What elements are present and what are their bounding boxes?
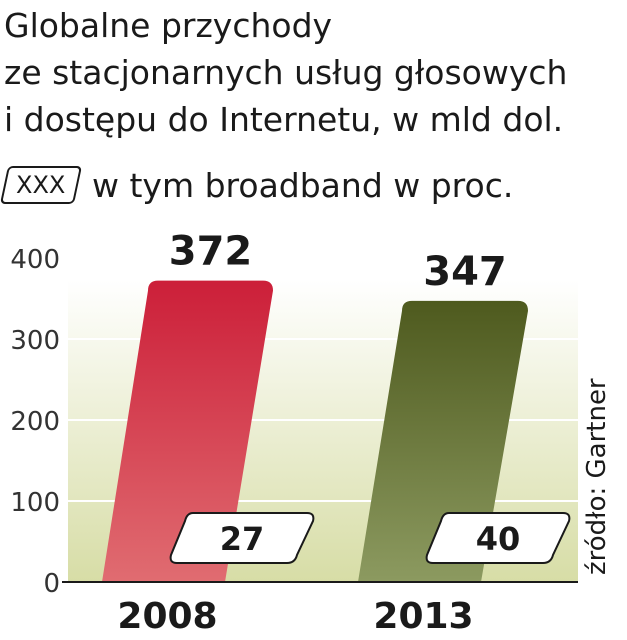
- legend: XXX w tym broadband w proc.: [0, 160, 514, 210]
- broadband-percent-2008: 27: [220, 520, 265, 558]
- source-note: źródło: Gartner: [582, 378, 612, 575]
- chart-title: Globalne przychody ze stacjonarnych usłu…: [4, 2, 604, 143]
- y-tick-label-100: 100: [10, 488, 60, 518]
- y-tick-label-200: 200: [10, 407, 60, 437]
- x-tick-label-2008: 2008: [117, 596, 217, 637]
- value-label-2008: 372: [169, 229, 253, 275]
- x-tick-label-2013: 2013: [373, 596, 473, 637]
- broadband-box-2008: [169, 512, 315, 564]
- y-tick-label-300: 300: [10, 326, 60, 356]
- y-tick-label-400: 400: [10, 245, 60, 275]
- legend-text: w tym broadband w proc.: [92, 165, 514, 205]
- title-line-2: ze stacjonarnych usług głosowych: [4, 53, 568, 92]
- broadband-percent-2013: 40: [476, 520, 521, 558]
- y-tick-label-0: 0: [43, 569, 60, 599]
- title-line-1: Globalne przychody: [4, 6, 333, 45]
- broadband-box-2013: [425, 512, 571, 564]
- title-line-3: i dostępu do Internetu, w mld dol.: [4, 100, 564, 139]
- value-label-2013: 347: [423, 249, 507, 295]
- bar-2008: [102, 280, 273, 582]
- bar-2013: [358, 300, 528, 582]
